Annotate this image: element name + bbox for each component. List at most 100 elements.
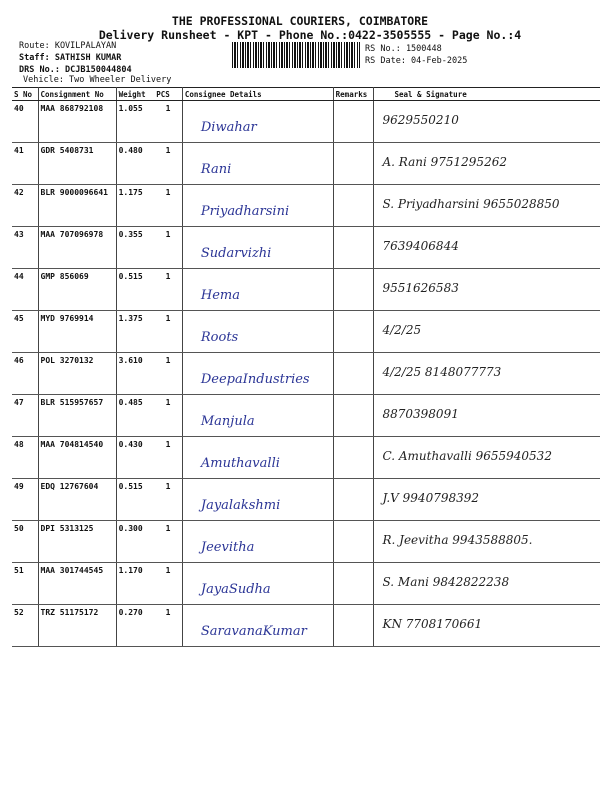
- handwritten-consignee: DeepaIndustries: [200, 372, 310, 387]
- signature-cell: 9629550210: [373, 100, 600, 143]
- pcs-cell: 1: [154, 100, 183, 143]
- pcs-cell: 1: [154, 184, 183, 227]
- handwritten-consignee: Amuthavalli: [200, 456, 280, 471]
- s-no-cell: 42: [12, 184, 39, 227]
- handwritten-signature: J.V 9940798392: [382, 491, 480, 505]
- col-signature: Seal & Signature: [373, 87, 600, 101]
- weight-cell: 0.485: [116, 394, 155, 437]
- weight-cell: 0.430: [116, 436, 155, 479]
- table-row: 49 EDQ 12767604 0.515 1 Jayalakshmi J.V 99407…: [12, 478, 600, 521]
- handwritten-consignee: Rani: [200, 162, 232, 177]
- handwritten-signature: S. Mani 9842822238: [382, 575, 510, 589]
- remarks-cell: [333, 142, 375, 185]
- route: Route: KOVILPALAYAN: [19, 41, 117, 51]
- pcs-cell: 1: [154, 520, 183, 563]
- consignee-cell: Jayalakshmi: [182, 478, 334, 521]
- handwritten-consignee: SaravanaKumar: [200, 624, 307, 639]
- weight-cell: 0.270: [116, 604, 155, 647]
- consignee-cell: Amuthavalli: [182, 436, 334, 479]
- signature-cell: C. Amuthavalli 9655940532: [373, 436, 600, 479]
- pcs-cell: 1: [154, 562, 183, 605]
- col-consignee: Consignee Details: [182, 87, 334, 101]
- consignment-no-cell: BLR 515957657: [38, 394, 117, 437]
- s-no-cell: 48: [12, 436, 39, 479]
- consignee-cell: Sudarvizhi: [182, 226, 334, 269]
- weight-cell: 1.375: [116, 310, 155, 353]
- table-row: 45 MYD 9769914 1.375 1 Roots 4/2/25: [12, 310, 600, 353]
- barcode: [232, 42, 360, 68]
- consignee-cell: JayaSudha: [182, 562, 334, 605]
- handwritten-signature: 9629550210: [382, 113, 459, 127]
- s-no-cell: 46: [12, 352, 39, 395]
- company-title: THE PROFESSIONAL COURIERS, COIMBATORE: [171, 14, 429, 28]
- consignment-no-cell: POL 3270132: [38, 352, 117, 395]
- handwritten-consignee: JayaSudha: [200, 582, 271, 597]
- consignment-no-cell: MAA 868792108: [38, 100, 117, 143]
- remarks-cell: [333, 436, 375, 479]
- col-sno: S No: [12, 87, 39, 101]
- pcs-cell: 1: [154, 142, 183, 185]
- signature-cell: R. Jeevitha 9943588805.: [373, 520, 600, 563]
- remarks-cell: [333, 310, 375, 353]
- consignment-no-cell: MYD 9769914: [38, 310, 117, 353]
- remarks-cell: [333, 562, 375, 605]
- runsheet-table: S No Consignment No Weight PCS Consignee…: [12, 87, 600, 647]
- table-row: 50 DPI 5313125 0.300 1 Jeevitha R. Jeevitha 9…: [12, 520, 600, 563]
- signature-cell: KN 7708170661: [373, 604, 600, 647]
- remarks-cell: [333, 268, 375, 311]
- consignee-cell: Manjula: [182, 394, 334, 437]
- weight-cell: 0.515: [116, 268, 155, 311]
- s-no-cell: 47: [12, 394, 39, 437]
- staff: Staff: SATHISH KUMAR: [19, 53, 122, 63]
- consignment-no-cell: DPI 5313125: [38, 520, 117, 563]
- signature-cell: S. Mani 9842822238: [373, 562, 600, 605]
- consignee-cell: Roots: [182, 310, 334, 353]
- table-row: 41 GDR 5408731 0.480 1 Rani A. Rani 975129526…: [12, 142, 600, 185]
- weight-cell: 0.355: [116, 226, 155, 269]
- table-row: 40 MAA 868792108 1.055 1 Diwahar 9629550210: [12, 100, 600, 143]
- handwritten-signature: C. Amuthavalli 9655940532: [382, 449, 552, 463]
- rs-number: RS No.: 1500448: [365, 44, 442, 54]
- handwritten-signature: 4/2/25 8148077773: [382, 365, 502, 379]
- consignment-no-cell: MAA 301744545: [38, 562, 117, 605]
- consignment-no-cell: MAA 707096978: [38, 226, 117, 269]
- consignee-cell: Diwahar: [182, 100, 334, 143]
- table-row: 42 BLR 9000096641 1.175 1 Priyadharsini S. Pr…: [12, 184, 600, 227]
- table-row: 52 TRZ 51175172 0.270 1 SaravanaKumar KN 7708…: [12, 604, 600, 647]
- handwritten-signature: 9551626583: [382, 281, 459, 295]
- s-no-cell: 44: [12, 268, 39, 311]
- pcs-cell: 1: [154, 310, 183, 353]
- s-no-cell: 45: [12, 310, 39, 353]
- consignment-no-cell: GMP 856069: [38, 268, 117, 311]
- remarks-cell: [333, 478, 375, 521]
- table-row: 51 MAA 301744545 1.170 1 JayaSudha S. Mani 98…: [12, 562, 600, 605]
- table-row: 47 BLR 515957657 0.485 1 Manjula 8870398091: [12, 394, 600, 437]
- pcs-cell: 1: [154, 604, 183, 647]
- handwritten-consignee: Roots: [200, 330, 239, 345]
- signature-cell: 8870398091: [373, 394, 600, 437]
- pcs-cell: 1: [154, 226, 183, 269]
- remarks-cell: [333, 226, 375, 269]
- signature-cell: S. Priyadharsini 9655028850: [373, 184, 600, 227]
- handwritten-consignee: Jeevitha: [200, 540, 255, 555]
- consignee-cell: Jeevitha: [182, 520, 334, 563]
- weight-cell: 1.055: [116, 100, 155, 143]
- handwritten-signature: A. Rani 9751295262: [382, 155, 507, 169]
- table-row: 43 MAA 707096978 0.355 1 Sudarvizhi 763940684…: [12, 226, 600, 269]
- handwritten-consignee: Hema: [200, 288, 240, 303]
- col-remarks: Remarks: [333, 87, 375, 101]
- table-row: 44 GMP 856069 0.515 1 Hema 9551626583: [12, 268, 600, 311]
- remarks-cell: [333, 604, 375, 647]
- table-header: S No Consignment No Weight PCS Consignee…: [12, 87, 600, 101]
- handwritten-consignee: Manjula: [200, 414, 255, 429]
- weight-cell: 3.610: [116, 352, 155, 395]
- col-consignment: Consignment No: [38, 87, 117, 101]
- handwritten-consignee: Jayalakshmi: [200, 498, 281, 513]
- pcs-cell: 1: [154, 478, 183, 521]
- consignment-no-cell: GDR 5408731: [38, 142, 117, 185]
- runsheet-subtitle: Delivery Runsheet - KPT - Phone No.:0422…: [98, 28, 522, 42]
- signature-cell: A. Rani 9751295262: [373, 142, 600, 185]
- handwritten-signature: 4/2/25: [382, 323, 422, 337]
- weight-cell: 0.300: [116, 520, 155, 563]
- s-no-cell: 49: [12, 478, 39, 521]
